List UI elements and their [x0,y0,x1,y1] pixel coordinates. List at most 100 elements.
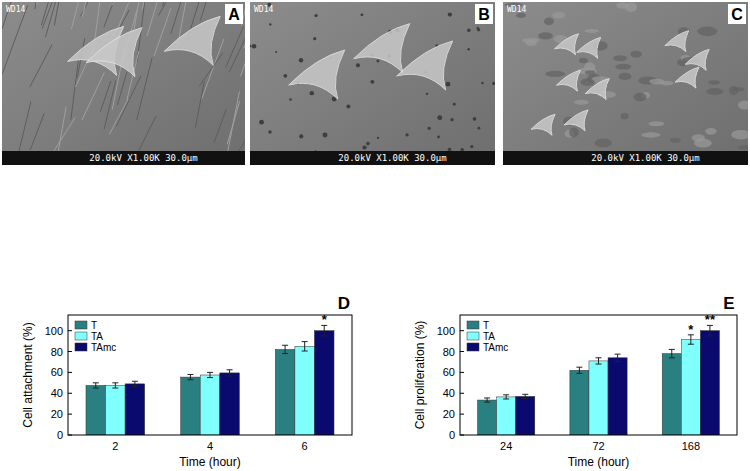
sem-grain [630,51,642,58]
sem-groove [171,2,187,34]
sem-grain [584,63,595,72]
sem-grain [734,87,745,91]
error-cap [503,394,509,395]
y-tick [460,393,464,394]
sem-pore [492,82,495,85]
bar [200,375,220,435]
x-axis-label: Time (hour) [179,455,241,469]
sem-texture [503,2,748,165]
error-cap [187,379,193,380]
bar [314,331,334,435]
sem-grain [708,80,720,85]
sem-groove [109,99,128,134]
sem-groove [30,113,44,150]
sem-grain [595,139,612,148]
sem-groove [35,2,41,9]
y-tick [68,393,72,394]
bar [589,361,608,435]
sem-grain [574,100,589,105]
error-stem [115,383,116,388]
sem-pore [376,60,379,63]
bar [275,349,295,435]
y-tick-label: 100 [437,325,455,337]
error-cap [522,394,528,395]
y-tick [68,372,72,373]
bar [86,385,106,435]
x-tick-label: 2 [112,440,118,452]
sem-background [250,2,495,165]
sem-pore [346,105,350,109]
error-cap [688,344,694,345]
error-cap [132,381,138,382]
error-bar [227,370,233,376]
sem-pore [299,58,303,62]
sem-cell [577,37,601,58]
panel-label: D [338,294,350,313]
sem-groove [82,73,104,120]
error-stem [190,374,191,379]
sem-pore [269,23,271,25]
panel-label: B [478,6,490,23]
y-tick-label: 20 [51,408,63,420]
error-cap [207,377,213,378]
sem-pore [467,48,470,51]
error-stem [134,381,135,386]
sem-pore [448,148,452,152]
x-axis-label: Time (hour) [568,455,630,469]
panel-label-box [475,4,493,24]
legend-swatch [75,321,87,329]
sem-pore [473,117,477,121]
sem-grain [738,101,748,110]
y-tick-label: 0 [449,429,455,441]
sem-pore [370,80,374,84]
sem-grain [585,70,595,74]
y-tick [68,330,72,331]
sem-grain [584,29,599,33]
error-cap [615,361,621,362]
sem-groove [45,2,67,3]
error-bar [669,349,675,357]
sem-groove [71,2,89,29]
panel-label: A [228,6,240,23]
error-stem [210,372,211,377]
error-stem [487,398,488,402]
sem-groove [37,2,45,5]
plot-area [478,325,720,435]
y-tick-label: 0 [57,429,63,441]
sem-pore [477,127,480,130]
error-bar [596,358,602,364]
legend-label: TA [483,331,495,342]
sem-pore [437,115,442,120]
y-tick-label: 80 [443,346,455,358]
sem-pore [323,132,328,137]
sem-header: WD14 [254,5,273,14]
legend-swatch [75,343,87,351]
y-tick [460,435,464,436]
plot-frame [68,315,352,435]
sem-pore [252,44,257,49]
sem-pore [299,134,303,138]
bar [181,377,201,435]
sem-pore [356,63,360,67]
sem-cell [555,34,579,55]
sem-cell [397,41,453,90]
sem-groove [30,45,52,87]
sem-grain [552,12,565,19]
error-bar [93,383,99,388]
sem-groove [82,2,91,17]
sem-pore [405,133,408,136]
sem-pore [283,74,287,78]
error-cap [484,397,490,398]
sem-pore [467,28,471,32]
sem-pore [313,37,316,40]
sem-groove [71,55,79,120]
sem-pore [470,145,473,148]
sem-groove [104,80,116,129]
error-cap [93,382,99,383]
sem-pore [366,142,370,146]
sem-groove [163,2,176,7]
sem-groove [229,30,245,72]
sem-pore [275,51,277,53]
y-tick [460,414,464,415]
legend-swatch [467,343,479,351]
